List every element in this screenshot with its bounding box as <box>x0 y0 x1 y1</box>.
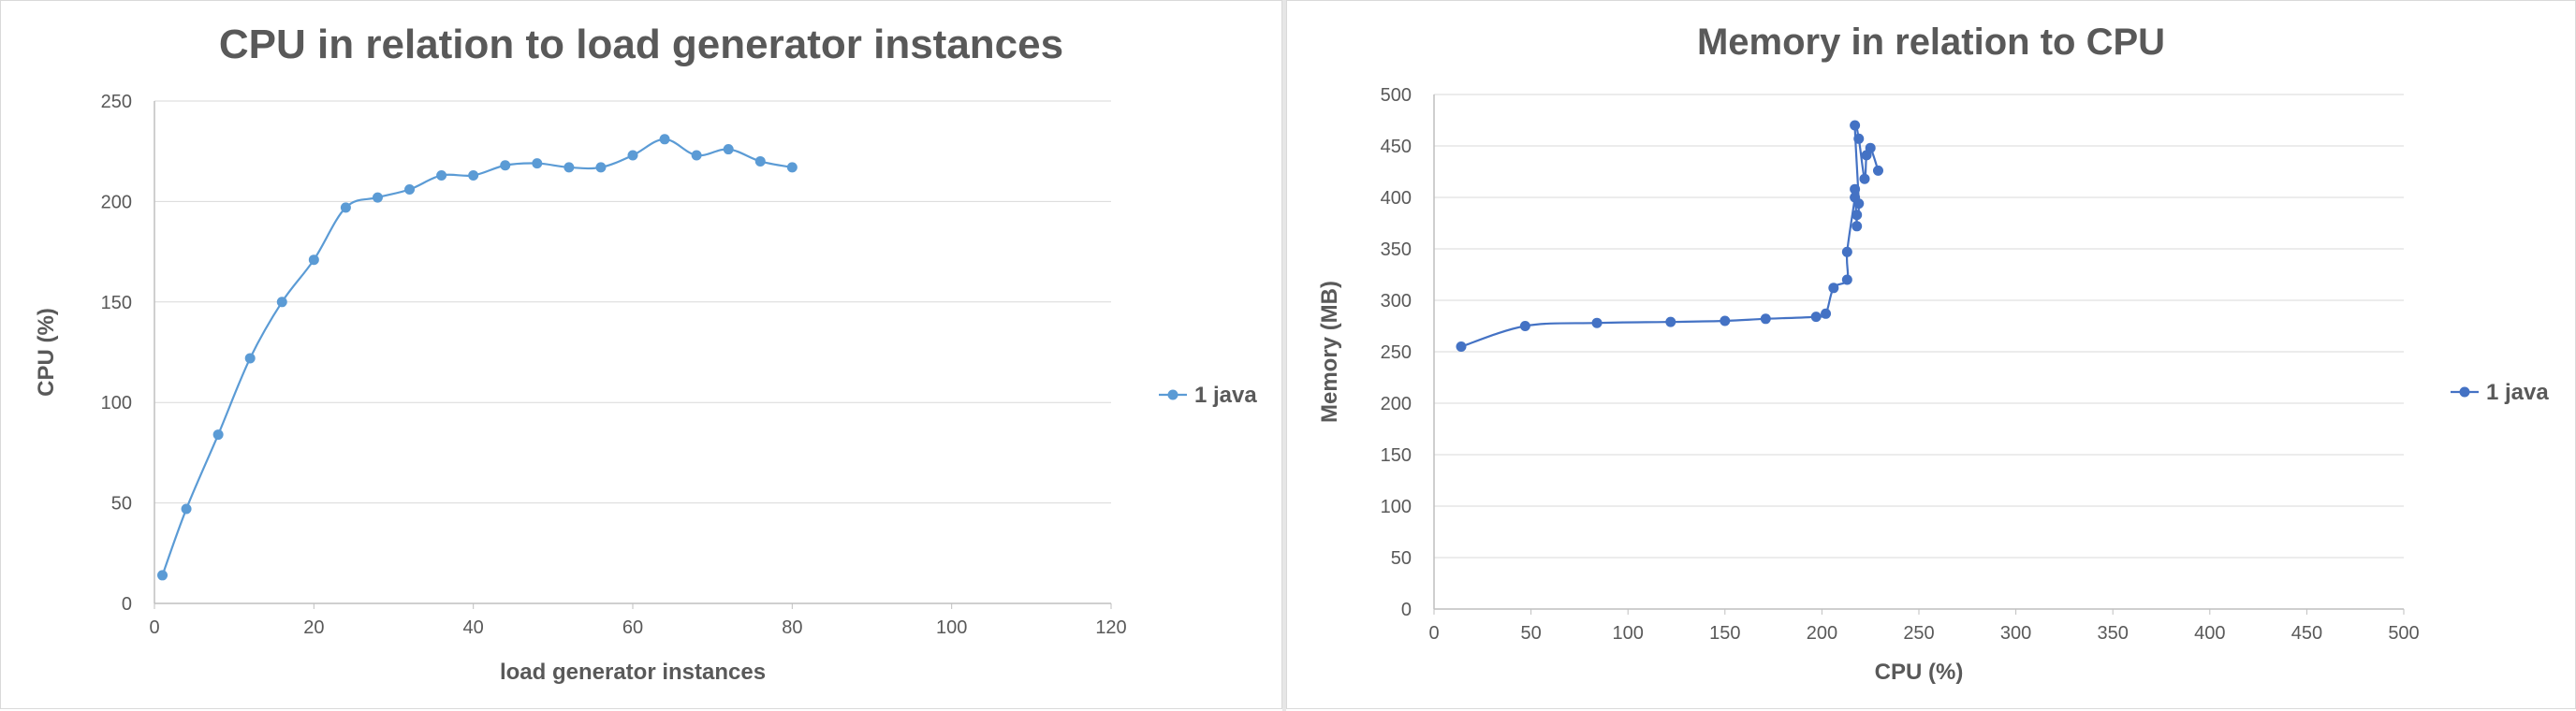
y-tick-label: 0 <box>1401 600 1412 620</box>
data-point <box>1865 142 1876 153</box>
x-tick-label: 120 <box>1095 617 1126 638</box>
x-tick-label: 0 <box>149 617 159 638</box>
x-axis-title: load generator instances <box>500 660 766 685</box>
legend: 1 java <box>1159 383 1257 408</box>
x-tick-label: 20 <box>303 617 324 638</box>
y-tick-label: 200 <box>1381 394 1412 414</box>
x-tick-label: 250 <box>1903 623 1934 644</box>
data-point <box>1665 316 1676 327</box>
series-line <box>1460 120 1880 348</box>
y-axis-title: CPU (%) <box>34 308 59 397</box>
data-point <box>1821 308 1832 319</box>
x-tick-label: 400 <box>2194 623 2225 644</box>
x-tick-label: 150 <box>1709 623 1740 644</box>
y-tick-label: 250 <box>101 92 132 112</box>
data-point <box>276 297 287 308</box>
chart-memory-vs-cpu: 0 50 100 150 200 250 300 350 400 450 500 0 50 100 150 2… <box>1317 85 2549 685</box>
y-tick-label: 150 <box>101 293 132 313</box>
y-tick-label: 350 <box>1381 239 1412 260</box>
data-point <box>659 134 670 145</box>
x-tick-label: 450 <box>2291 623 2322 644</box>
data-point <box>1852 210 1863 221</box>
chart-panel-memory: Memory in relation to CPU 0 50 100 150 200 25… <box>1286 0 2576 709</box>
data-point <box>627 150 638 161</box>
data-point <box>1519 321 1530 331</box>
y-tick-label: 200 <box>101 192 132 212</box>
chart-panel-cpu: CPU in relation to load generator instan… <box>0 0 1282 709</box>
y-tick-label: 300 <box>1381 291 1412 312</box>
data-point <box>1828 283 1839 294</box>
data-point <box>1456 341 1467 352</box>
data-point <box>1853 133 1865 144</box>
x-axis-title: CPU (%) <box>1875 660 1964 685</box>
data-point <box>1850 183 1861 195</box>
legend-swatch-marker <box>2459 386 2470 398</box>
data-point <box>212 429 224 441</box>
chart-cpu-vs-instances: 0 50 100 150 200 250 0 20 40 60 80 100 120 load gener… <box>34 92 1257 685</box>
data-point <box>340 202 351 213</box>
x-tick-label: 100 <box>936 617 967 638</box>
y-tick-label: 50 <box>1391 548 1412 569</box>
data-point <box>786 162 798 173</box>
data-point <box>157 570 168 581</box>
y-tick-label: 150 <box>1381 445 1412 466</box>
y-tick-label: 100 <box>101 393 132 414</box>
series-line <box>161 138 793 576</box>
data-point <box>1872 165 1883 176</box>
data-point <box>1859 173 1870 184</box>
data-point <box>532 158 543 169</box>
panel-divider <box>1282 0 1286 711</box>
y-tick-label: 250 <box>1381 342 1412 363</box>
legend-swatch-marker <box>1167 389 1178 400</box>
data-point <box>1810 312 1822 323</box>
data-point <box>1853 198 1865 210</box>
data-point <box>1720 315 1731 326</box>
y-tick-label: 500 <box>1381 85 1412 106</box>
data-point <box>1841 246 1852 257</box>
x-tick-label: 60 <box>622 617 643 638</box>
data-point <box>500 160 511 171</box>
x-tick-label: 100 <box>1613 623 1644 644</box>
data-point <box>468 169 479 181</box>
data-point <box>372 192 383 203</box>
y-axis-title: Memory (MB) <box>1317 281 1342 423</box>
x-tick-label: 350 <box>2098 623 2129 644</box>
data-point <box>244 353 256 364</box>
y-tick-label: 0 <box>122 594 132 615</box>
x-tick-label: 500 <box>2388 623 2419 644</box>
x-tick-label: 0 <box>1428 623 1439 644</box>
chart-title: Memory in relation to CPU <box>1696 22 2166 63</box>
data-point <box>595 162 607 173</box>
data-point <box>1760 313 1771 325</box>
x-tick-label: 50 <box>1520 623 1541 644</box>
y-tick-label: 400 <box>1381 188 1412 209</box>
y-tick-label: 450 <box>1381 137 1412 157</box>
chart-title: CPU in relation to load generator instan… <box>218 22 1064 67</box>
data-point <box>1591 317 1603 328</box>
legend-label: 1 java <box>2486 380 2549 405</box>
data-point <box>181 503 192 515</box>
legend: 1 java <box>2451 380 2549 405</box>
x-tick-label: 300 <box>2000 623 2031 644</box>
data-point <box>1850 120 1861 131</box>
data-point <box>691 150 702 161</box>
x-tick-label: 80 <box>782 617 802 638</box>
x-tick-label: 40 <box>463 617 484 638</box>
x-tick-label: 200 <box>1807 623 1837 644</box>
data-point <box>404 184 416 196</box>
data-point <box>308 254 319 266</box>
data-point <box>723 144 734 155</box>
data-point <box>436 169 447 181</box>
legend-label: 1 java <box>1194 383 1257 408</box>
data-point <box>1852 221 1863 232</box>
y-tick-label: 50 <box>111 494 132 515</box>
data-point <box>564 162 575 173</box>
data-point <box>754 155 766 167</box>
y-tick-label: 100 <box>1381 497 1412 517</box>
data-point <box>1841 274 1852 285</box>
